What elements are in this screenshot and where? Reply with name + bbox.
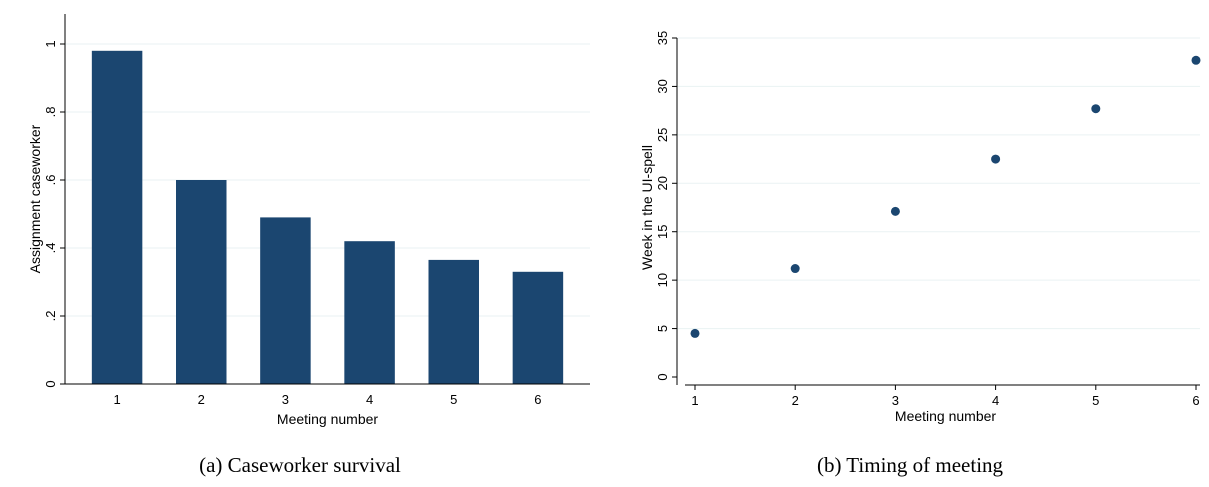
y-tick-label: .8 [43,107,58,118]
y-tick-label: .4 [43,243,58,254]
plot-background [610,0,1209,445]
bar [260,217,311,384]
x-axis-title: Meeting number [895,408,997,424]
y-tick-label: 35 [655,31,670,45]
x-tick-label: 6 [1192,393,1199,408]
x-tick-label: 2 [792,393,799,408]
x-tick-label: 4 [366,392,373,407]
x-tick-label: 3 [282,392,289,407]
y-tick-label: 20 [655,176,670,190]
y-tick-label: 5 [655,325,670,332]
bar [512,271,564,384]
x-tick-label: 6 [534,392,541,407]
x-tick-label: 3 [892,393,899,408]
x-tick-label: 5 [1092,393,1099,408]
x-axis-title: Meeting number [277,411,379,427]
x-tick-label: 1 [691,393,698,408]
scatter-chart: 0 5 10 15 20 25 30 35 1 2 3 4 5 6 Meeting number Week i… [610,0,1209,445]
bar [344,241,395,384]
bar [176,180,227,384]
chart-panel-timing-of-meeting: 0 5 10 15 20 25 30 35 1 2 3 4 5 6 Meeting number Week i… [610,0,1209,445]
y-tick-label: 0 [655,373,670,380]
bar [428,259,479,384]
y-axis-title: Week in the UI-spell [639,145,655,270]
caption-timing-of-meeting: (b) Timing of meeting [816,453,1004,477]
y-tick-label: 1 [43,40,58,47]
y-tick-label: .6 [43,175,58,186]
y-tick-label: 0 [43,380,58,387]
x-tick-label: 5 [450,392,457,407]
x-tick-label: 2 [198,392,205,407]
data-point [991,154,1001,164]
bar [91,50,143,385]
caption-caseworker-survival: (a) Caseworker survival [199,453,401,477]
y-axis-title: Assignment caseworker [27,124,43,273]
y-tick-label: .2 [43,311,58,322]
bar-chart: 1 2 3 4 5 6 0 .2 .4 .6 .8 1 Meeting number Assignment… [0,0,600,445]
chart-panel-caseworker-survival: 1 2 3 4 5 6 0 .2 .4 .6 .8 1 Meeting number Assignment… [0,0,600,445]
x-tick-label: 4 [992,393,999,408]
data-point [1091,104,1101,114]
data-point [890,206,900,216]
y-tick-label: 25 [655,128,670,142]
y-tick-label: 15 [655,224,670,238]
y-tick-label: 10 [655,273,670,287]
data-point [1191,55,1201,65]
data-point [690,328,700,338]
y-tick-label: 30 [655,79,670,93]
x-tick-label: 1 [113,392,120,407]
data-point [790,264,800,274]
